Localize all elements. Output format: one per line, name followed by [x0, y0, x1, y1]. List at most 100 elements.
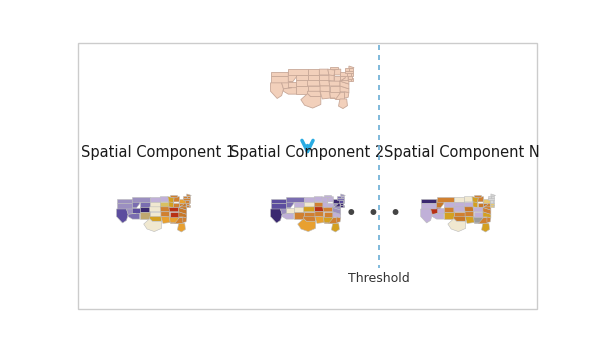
Polygon shape — [340, 76, 345, 81]
Polygon shape — [437, 197, 454, 202]
Polygon shape — [186, 205, 189, 207]
Polygon shape — [349, 68, 353, 71]
Polygon shape — [329, 92, 335, 98]
Polygon shape — [340, 72, 348, 76]
Polygon shape — [308, 80, 320, 86]
Text: Spatial Component 2: Spatial Component 2 — [230, 145, 385, 160]
Polygon shape — [179, 207, 187, 214]
Polygon shape — [179, 212, 187, 217]
Polygon shape — [421, 203, 437, 209]
Polygon shape — [347, 73, 351, 76]
Polygon shape — [490, 202, 494, 205]
Polygon shape — [454, 207, 465, 212]
Polygon shape — [421, 199, 437, 203]
Polygon shape — [337, 198, 344, 200]
Polygon shape — [179, 205, 187, 210]
Polygon shape — [189, 200, 190, 202]
Polygon shape — [301, 94, 321, 108]
Polygon shape — [116, 203, 133, 209]
Polygon shape — [314, 197, 323, 202]
Polygon shape — [329, 92, 340, 99]
Polygon shape — [493, 200, 494, 202]
Polygon shape — [160, 202, 169, 207]
Polygon shape — [444, 202, 454, 207]
Polygon shape — [169, 207, 179, 212]
Polygon shape — [333, 202, 340, 207]
Polygon shape — [179, 202, 184, 207]
Polygon shape — [169, 202, 173, 207]
Polygon shape — [281, 82, 293, 89]
Polygon shape — [487, 217, 491, 223]
Polygon shape — [473, 207, 483, 212]
Polygon shape — [337, 196, 341, 198]
Polygon shape — [286, 199, 294, 208]
Polygon shape — [490, 205, 493, 207]
Polygon shape — [473, 217, 483, 223]
Polygon shape — [140, 212, 149, 219]
Polygon shape — [323, 202, 328, 207]
Polygon shape — [288, 72, 296, 82]
Polygon shape — [308, 86, 320, 91]
Polygon shape — [149, 216, 161, 221]
Polygon shape — [493, 205, 494, 207]
Polygon shape — [184, 196, 187, 198]
Polygon shape — [170, 212, 179, 217]
Polygon shape — [319, 69, 329, 75]
Polygon shape — [465, 216, 475, 223]
Polygon shape — [133, 197, 149, 202]
Polygon shape — [116, 199, 133, 203]
Polygon shape — [483, 205, 491, 210]
Polygon shape — [187, 196, 190, 198]
Polygon shape — [340, 78, 349, 84]
Polygon shape — [161, 212, 170, 217]
Polygon shape — [320, 91, 331, 99]
Polygon shape — [149, 202, 160, 207]
Polygon shape — [320, 86, 329, 92]
Polygon shape — [133, 199, 140, 208]
Polygon shape — [189, 205, 190, 207]
Polygon shape — [473, 217, 478, 223]
Polygon shape — [341, 196, 344, 198]
Polygon shape — [323, 217, 328, 223]
Text: Spatial Component N: Spatial Component N — [385, 145, 540, 160]
Polygon shape — [271, 209, 282, 223]
Polygon shape — [329, 80, 340, 86]
Polygon shape — [173, 202, 179, 207]
Polygon shape — [296, 75, 308, 80]
Polygon shape — [454, 202, 464, 207]
Polygon shape — [296, 80, 308, 86]
Polygon shape — [160, 207, 170, 212]
Polygon shape — [271, 199, 286, 203]
Polygon shape — [170, 194, 177, 197]
Polygon shape — [179, 199, 186, 202]
Polygon shape — [454, 212, 465, 216]
Text: •  •  •: • • • — [346, 205, 400, 223]
Polygon shape — [329, 75, 334, 81]
Polygon shape — [178, 223, 185, 232]
Polygon shape — [340, 81, 349, 89]
Polygon shape — [282, 213, 294, 219]
Polygon shape — [488, 198, 494, 200]
Polygon shape — [296, 86, 308, 94]
Polygon shape — [464, 197, 473, 202]
Polygon shape — [488, 196, 491, 198]
Polygon shape — [343, 205, 344, 207]
Polygon shape — [304, 202, 314, 207]
Polygon shape — [288, 82, 296, 88]
Polygon shape — [333, 207, 341, 214]
Polygon shape — [308, 69, 319, 75]
Polygon shape — [314, 202, 323, 207]
Polygon shape — [323, 207, 333, 212]
Polygon shape — [183, 217, 187, 223]
Polygon shape — [173, 197, 179, 202]
Polygon shape — [298, 219, 316, 232]
Polygon shape — [421, 209, 432, 223]
Text: Spatial Component 1: Spatial Component 1 — [81, 145, 235, 160]
Polygon shape — [483, 207, 491, 214]
Polygon shape — [344, 92, 349, 98]
Polygon shape — [294, 202, 304, 207]
Polygon shape — [322, 197, 328, 202]
Polygon shape — [308, 75, 319, 80]
Polygon shape — [454, 216, 466, 221]
Polygon shape — [271, 83, 283, 98]
